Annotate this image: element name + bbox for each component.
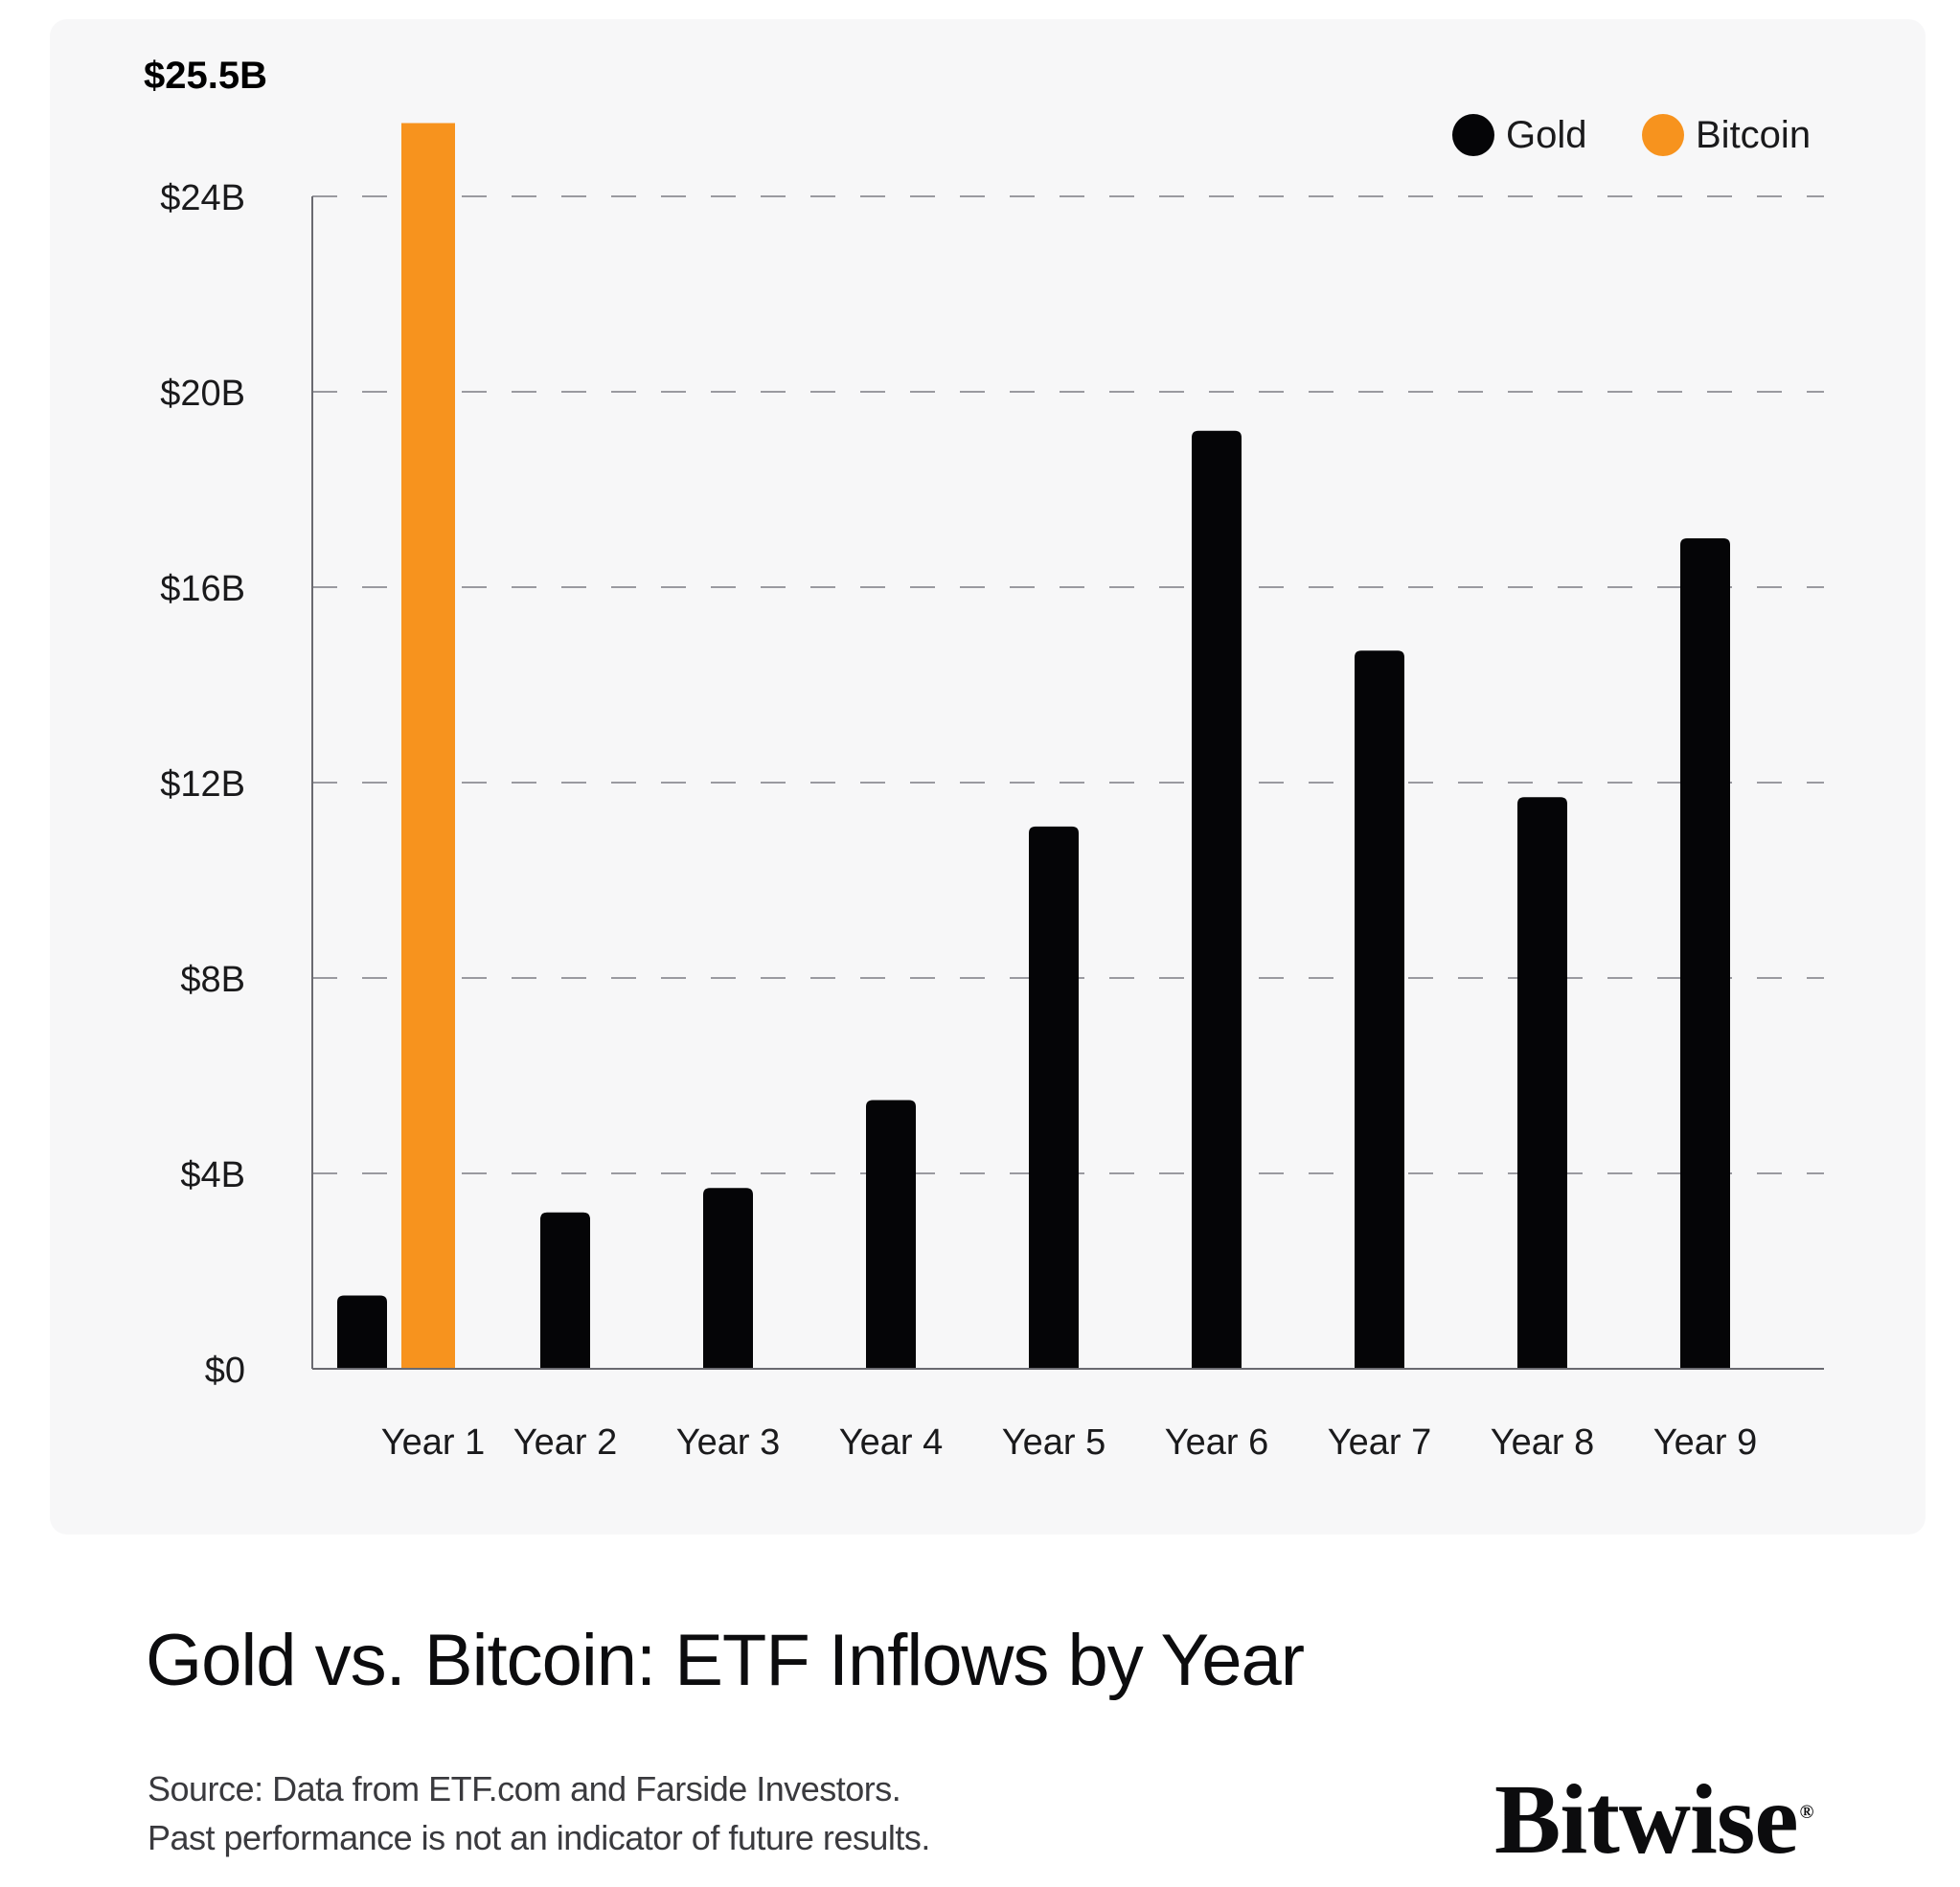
y-tick-label: $0 — [205, 1351, 245, 1391]
bar-gold — [540, 1212, 590, 1369]
bar-gold — [866, 1100, 916, 1369]
etf-inflows-chart: $0 $4B $8B $12B $16B $20B $24B Year 1 Year 2 Year… — [144, 55, 1824, 1463]
x-tick-label: Year 2 — [513, 1422, 617, 1463]
y-tick-label: $8B — [180, 960, 245, 1000]
x-tick-label: Year 8 — [1491, 1422, 1594, 1463]
y-tick-label: $16B — [160, 569, 245, 609]
bar-bitcoin — [401, 123, 455, 1369]
y-tick-label: $4B — [180, 1155, 245, 1195]
bar-gold — [1517, 797, 1567, 1369]
source-line-1: Source: Data from ETF.com and Farside In… — [148, 1769, 901, 1808]
bar-gold — [1029, 826, 1079, 1369]
x-tick-label: Year 5 — [1002, 1422, 1105, 1463]
y-tick-label: $20B — [160, 374, 245, 414]
bar-gold — [1355, 650, 1404, 1369]
legend-label: Bitcoin — [1696, 114, 1811, 156]
x-tick-label: Year 1 — [381, 1422, 485, 1463]
x-tick-label: Year 4 — [839, 1422, 943, 1463]
x-tick-label: Year 6 — [1165, 1422, 1268, 1463]
bar-gold — [1192, 430, 1242, 1369]
axis-labels: $0 $4B $8B $12B $16B $20B $24B Year 1 Year 2 Year… — [144, 55, 1757, 1463]
bitcoin-value-annotation: $25.5B — [144, 55, 267, 97]
axes — [311, 196, 1824, 1370]
chart-title: Gold vs. Bitcoin: ETF Inflows by Year — [146, 1620, 1305, 1701]
bitwise-logo: Bitwise ® — [1494, 1762, 1814, 1876]
x-tick-label: Year 3 — [676, 1422, 780, 1463]
bar-gold — [337, 1295, 387, 1369]
x-tick-label: Year 9 — [1653, 1422, 1757, 1463]
legend-marker — [1642, 114, 1684, 156]
bar-gold — [1680, 538, 1730, 1369]
legend: Gold Bitcoin — [1452, 114, 1811, 156]
bars — [337, 123, 1730, 1369]
registered-mark: ® — [1799, 1802, 1814, 1824]
legend-label: Gold — [1506, 114, 1587, 156]
source-note: Source: Data from ETF.com and Farside In… — [148, 1764, 930, 1862]
chart-panel — [50, 19, 1926, 1535]
bar-gold — [703, 1188, 753, 1369]
x-tick-label: Year 7 — [1328, 1422, 1431, 1463]
source-line-2: Past performance is not an indicator of … — [148, 1818, 930, 1857]
y-tick-label: $12B — [160, 764, 245, 805]
y-tick-label: $24B — [160, 178, 245, 218]
legend-marker — [1452, 114, 1494, 156]
brand-name: Bitwise — [1494, 1764, 1799, 1875]
